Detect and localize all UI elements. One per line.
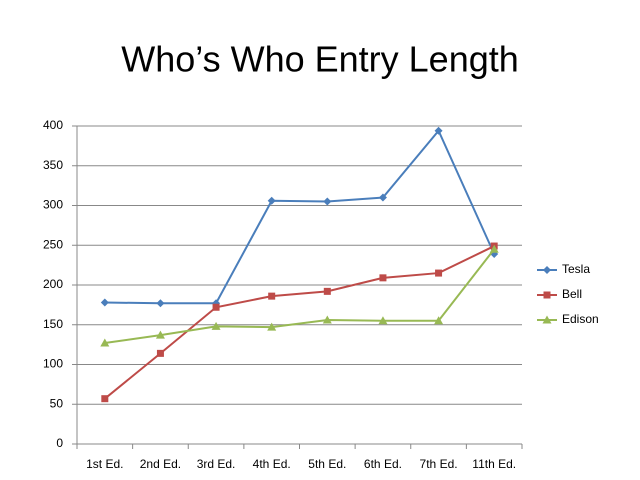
legend-label: Edison: [562, 312, 599, 326]
y-tick-label: 350: [43, 158, 63, 172]
marker: [434, 126, 443, 135]
legend-label: Bell: [562, 287, 582, 301]
marker: [434, 316, 444, 325]
y-tick-label: 50: [50, 396, 64, 410]
marker: [435, 269, 443, 277]
x-tick-label: 3rd Ed.: [197, 457, 236, 471]
marker: [323, 197, 332, 206]
y-tick-label: 150: [43, 317, 63, 331]
marker: [379, 274, 387, 282]
x-tick-label: 2nd Ed.: [140, 457, 181, 471]
marker: [100, 298, 109, 307]
x-tick-label: 11th Ed.: [472, 457, 516, 471]
legend-label: Tesla: [562, 262, 590, 276]
marker: [489, 244, 499, 253]
y-tick-label: 300: [43, 198, 63, 212]
series-line: [104, 245, 495, 400]
marker: [156, 349, 164, 357]
marker: [378, 316, 388, 325]
y-tick-label: 100: [43, 357, 63, 371]
marker: [322, 315, 332, 324]
marker: [543, 291, 551, 299]
marker: [155, 330, 165, 339]
y-tick-label: 200: [43, 277, 63, 291]
y-tick-label: 0: [56, 436, 63, 450]
marker: [378, 193, 387, 202]
marker: [323, 287, 331, 295]
marker: [101, 395, 109, 403]
series-line: [104, 248, 495, 345]
marker: [267, 322, 277, 331]
marker: [543, 266, 551, 274]
marker: [267, 196, 276, 205]
y-tick-label: 400: [43, 118, 63, 132]
x-tick-label: 5th Ed.: [308, 457, 346, 471]
chart-title: Who’s Who Entry Length: [121, 39, 519, 80]
series-line: [104, 128, 496, 305]
x-tick-label: 7th Ed.: [420, 457, 458, 471]
x-tick-label: 1st Ed.: [86, 457, 123, 471]
marker: [542, 315, 552, 324]
x-tick-label: 4th Ed.: [253, 457, 291, 471]
marker: [268, 292, 276, 300]
marker: [211, 321, 221, 330]
y-tick-label: 250: [43, 237, 63, 251]
marker: [156, 299, 165, 308]
marker: [212, 303, 220, 311]
marker: [100, 338, 110, 347]
x-tick-label: 6th Ed.: [364, 457, 402, 471]
